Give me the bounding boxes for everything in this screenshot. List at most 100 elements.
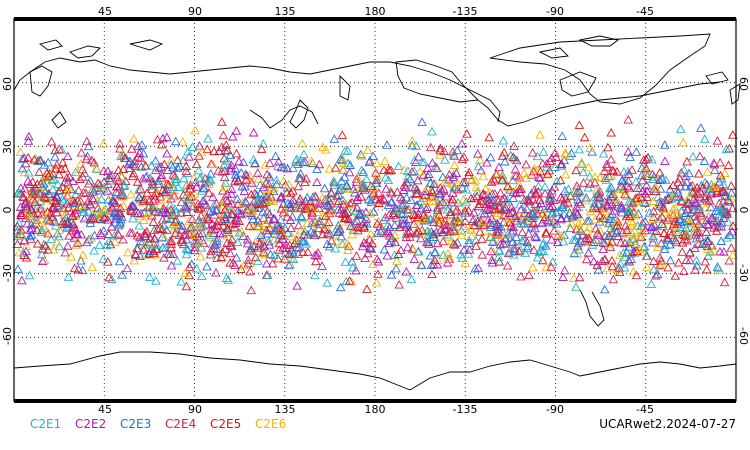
observation-marker: [231, 148, 242, 158]
coastline-hudson: [559, 71, 597, 97]
observation-marker: [726, 193, 737, 203]
observation-marker: [362, 284, 372, 293]
observation-marker: [217, 117, 227, 126]
observation-marker: [598, 148, 609, 158]
observation-marker: [126, 144, 137, 153]
observation-marker: [339, 172, 350, 181]
observation-marker: [248, 127, 259, 137]
observation-marker: [665, 184, 675, 194]
observation-marker: [163, 249, 173, 258]
observation-marker: [269, 214, 280, 223]
observation-marker: [88, 186, 99, 196]
observation-marker: [406, 183, 417, 192]
observation-marker: [438, 227, 448, 237]
observation-marker: [647, 214, 658, 224]
observation-marker: [584, 222, 595, 232]
observation-marker: [213, 220, 223, 230]
observation-marker: [623, 166, 633, 176]
observation-marker: [556, 214, 566, 224]
observation-marker: [696, 210, 707, 220]
observation-marker: [239, 186, 250, 196]
coastline-uk: [729, 83, 741, 105]
observation-marker: [334, 225, 345, 235]
observation-marker: [217, 165, 227, 174]
observation-marker: [76, 147, 87, 157]
observation-marker: [465, 223, 475, 233]
observation-marker: [237, 181, 248, 191]
observation-marker: [429, 179, 439, 188]
observation-marker: [281, 240, 292, 249]
observation-marker: [639, 197, 649, 206]
observation-marker: [161, 187, 171, 196]
observation-marker: [246, 189, 257, 199]
observation-marker: [87, 262, 98, 271]
observation-marker: [676, 214, 687, 224]
observation-marker: [693, 168, 704, 178]
observation-marker: [389, 250, 400, 259]
observation-marker: [514, 184, 525, 193]
observation-marker: [448, 179, 458, 189]
observation-marker: [119, 181, 129, 191]
observation-marker: [265, 158, 275, 168]
observation-marker: [337, 130, 348, 139]
observation-marker: [631, 270, 642, 280]
observation-marker: [233, 237, 243, 247]
observation-marker: [262, 270, 273, 279]
observation-marker: [624, 169, 634, 178]
observation-marker: [286, 188, 296, 197]
observation-marker: [572, 230, 583, 240]
observation-marker: [77, 265, 88, 275]
observation-marker: [122, 263, 133, 273]
observation-marker: [284, 179, 294, 189]
observation-marker: [266, 196, 276, 205]
observation-marker: [427, 126, 437, 136]
observation-marker: [133, 243, 143, 253]
observation-marker: [353, 222, 363, 231]
observation-marker: [625, 197, 636, 206]
observation-marker: [692, 182, 702, 192]
observation-marker: [276, 192, 286, 201]
observation-marker: [342, 180, 352, 189]
observation-marker: [560, 186, 570, 195]
observation-marker: [126, 189, 136, 199]
observation-marker: [581, 192, 592, 202]
observation-marker: [110, 198, 121, 207]
observation-marker: [578, 167, 589, 177]
observation-marker: [657, 219, 667, 228]
observation-marker: [646, 222, 656, 232]
observation-marker: [35, 203, 46, 213]
observation-marker: [314, 216, 325, 225]
observation-marker: [593, 264, 604, 274]
observation-marker: [608, 228, 618, 237]
observation-marker: [412, 188, 422, 198]
observation-marker: [460, 258, 471, 267]
observation-marker: [417, 157, 427, 166]
observation-marker: [357, 151, 367, 160]
observation-marker: [168, 249, 178, 258]
observation-marker: [642, 262, 652, 272]
observation-marker: [259, 241, 270, 251]
observation-marker: [343, 214, 353, 223]
observation-marker: [197, 147, 207, 156]
lat-tick-left: 60: [1, 77, 14, 91]
observation-marker: [433, 205, 443, 215]
observation-marker: [286, 223, 296, 232]
observation-marker: [673, 257, 684, 267]
observation-marker: [297, 138, 308, 148]
observation-marker: [226, 184, 237, 194]
observation-marker: [186, 221, 197, 231]
observation-marker: [291, 155, 301, 165]
observation-marker: [373, 256, 384, 266]
observation-marker: [264, 209, 275, 219]
observation-marker: [116, 171, 127, 181]
observation-marker: [636, 232, 647, 241]
observation-marker: [138, 173, 148, 183]
observation-marker: [274, 238, 285, 248]
observation-marker: [528, 218, 539, 227]
observation-marker: [310, 270, 320, 280]
observation-marker: [294, 173, 304, 183]
observation-marker: [357, 208, 368, 218]
observation-marker: [728, 221, 738, 230]
observation-marker: [401, 266, 412, 276]
observation-marker: [170, 136, 181, 146]
